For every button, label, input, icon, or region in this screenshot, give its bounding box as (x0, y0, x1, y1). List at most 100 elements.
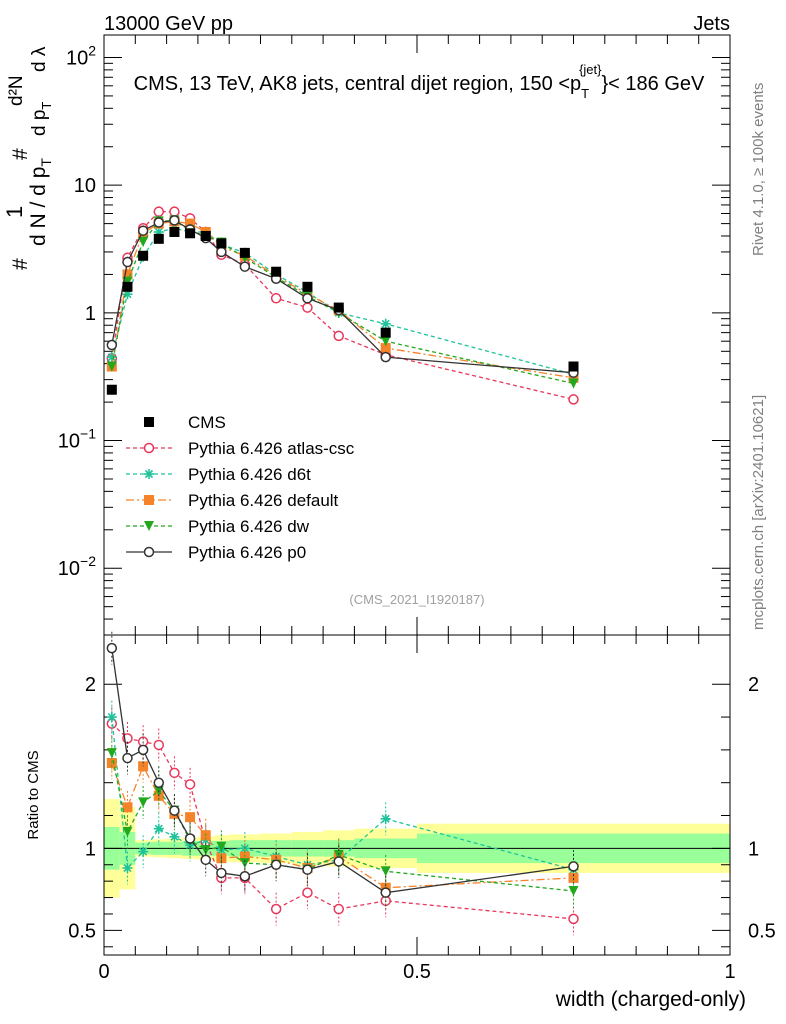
ratio-y-tick-label: 0.5 (68, 920, 96, 942)
ratio-point (380, 887, 391, 898)
y-tick-label: 10 (74, 175, 96, 197)
x-tick-label: 0.5 (403, 961, 431, 983)
ratio-point (106, 642, 118, 654)
ratio-y-tick-label: 2 (85, 674, 96, 696)
ratio-y-tick-label-right: 1 (748, 838, 759, 860)
ratio-point (138, 797, 149, 808)
series-point (153, 217, 165, 228)
series-point (106, 361, 117, 372)
legend-label: CMS (188, 413, 226, 432)
ratio-point (122, 863, 133, 874)
ratio-point (568, 872, 579, 883)
legend-marker (144, 417, 154, 427)
ratio-point (106, 712, 117, 723)
x-ticks: 0 0.5 1 (98, 35, 736, 983)
x-tick-label: 0 (98, 961, 109, 983)
ylabel-dN-dpT: d N / d pT (27, 158, 54, 246)
analysis-watermark: (CMS_2021_I1920187) (349, 592, 484, 607)
ratio-point (122, 826, 133, 837)
series-point (169, 206, 180, 217)
legend-label: Pythia 6.426 dw (188, 517, 310, 536)
series-point (380, 351, 391, 363)
series-line-Pythia 6.426 d6t (111, 227, 574, 375)
ratio-panel: 0.5 0.5 1 1 2 2 (68, 631, 776, 956)
cms-data-point (239, 247, 250, 258)
chart-title: CMS, 13 TeV, AK8 jets, central dijet reg… (134, 62, 705, 101)
cms-data-point (271, 266, 282, 277)
legend-marker (143, 546, 155, 558)
ratio-point (380, 813, 391, 824)
ratio-point (302, 864, 313, 875)
series-point (270, 293, 282, 304)
cms-data-point (169, 226, 180, 237)
cms-data-point (200, 230, 211, 241)
star-stroke (154, 824, 163, 833)
main-panel: (CMS_2021_I1920187) 10−2 10−1 1 10 102 CMS, … (58, 34, 731, 636)
ratio-point (200, 844, 211, 855)
ratio-point (270, 859, 282, 870)
ratio-y-tick-label-right: 2 (748, 674, 759, 696)
ratio-point (153, 823, 164, 834)
series-line-Pythia 6.426 dw (111, 219, 574, 385)
x-axis-label: width (charged-only) (555, 988, 746, 1011)
ylabel-dpT: d pT (29, 102, 54, 136)
ylabel-d2N: d²N (6, 75, 27, 106)
ratio-point (169, 831, 180, 842)
cms-data-point (302, 281, 313, 292)
ratio-line-Pythia 6.426 p0 (111, 648, 574, 894)
ratio-line-Pythia 6.426 d6t (111, 716, 574, 871)
cms-data-point (380, 327, 391, 338)
series-point (216, 246, 227, 258)
star-stroke (381, 319, 390, 328)
ylabel-one: 1 (2, 206, 27, 218)
series-point (137, 225, 149, 236)
cms-data-point (568, 361, 579, 372)
series-point (380, 318, 391, 329)
series-point (239, 261, 251, 272)
legend-label: Pythia 6.426 default (188, 491, 339, 510)
ratio-point (239, 870, 251, 882)
cms-data-point (138, 250, 149, 261)
ylabel-block: # d N / d pT 1 # d²N d pT d λ (2, 46, 54, 270)
series-point (185, 218, 196, 229)
star-stroke (139, 847, 148, 856)
series-point (122, 256, 133, 268)
ratio-point (200, 854, 211, 866)
cms-data-point (333, 302, 344, 313)
series-line-Pythia 6.426 atlas-csc (111, 211, 574, 401)
legend-label: Pythia 6.426 p0 (188, 543, 306, 562)
star-stroke (107, 712, 116, 722)
series-line-Pythia 6.426 p0 (111, 219, 574, 374)
star-stroke (381, 814, 390, 823)
legend-marker (144, 521, 154, 531)
ratio-point (184, 779, 196, 790)
star-stroke (144, 469, 154, 479)
y-tick-label: 10−2 (58, 553, 96, 580)
main-series-group (106, 206, 579, 405)
legend-label: Pythia 6.426 atlas-csc (188, 439, 355, 458)
legend-marker (143, 442, 155, 454)
ratio-point (169, 767, 180, 779)
series-point (138, 236, 149, 247)
ratio-point (333, 903, 344, 915)
ratio-y-tick-label: 1 (85, 838, 96, 860)
ratio-point (216, 867, 227, 879)
series-point (153, 206, 165, 217)
series-point (380, 343, 391, 354)
series-line-Pythia 6.426 default (111, 220, 574, 379)
series-point (568, 394, 579, 405)
legend: CMS Pythia 6.426 atlas-csc Pythia 6.426 d6… (126, 413, 355, 562)
legend-label: Pythia 6.426 d6t (188, 465, 311, 484)
y-tick-label: 10−1 (58, 426, 96, 453)
y-tick-label: 1 (85, 303, 96, 325)
source-label: mcplots.cern.ch [arXiv:2401.10621] (750, 395, 767, 630)
ratio-frame (103, 634, 731, 956)
cms-data-point (216, 238, 227, 249)
ratio-series-group (106, 631, 579, 936)
legend-marker (144, 495, 154, 505)
ratio-point (380, 866, 391, 877)
ratio-line-Pythia 6.426 dw (111, 753, 574, 892)
ratio-point (568, 886, 579, 896)
x-tick-label: 1 (724, 961, 735, 983)
ratio-point (185, 812, 196, 823)
